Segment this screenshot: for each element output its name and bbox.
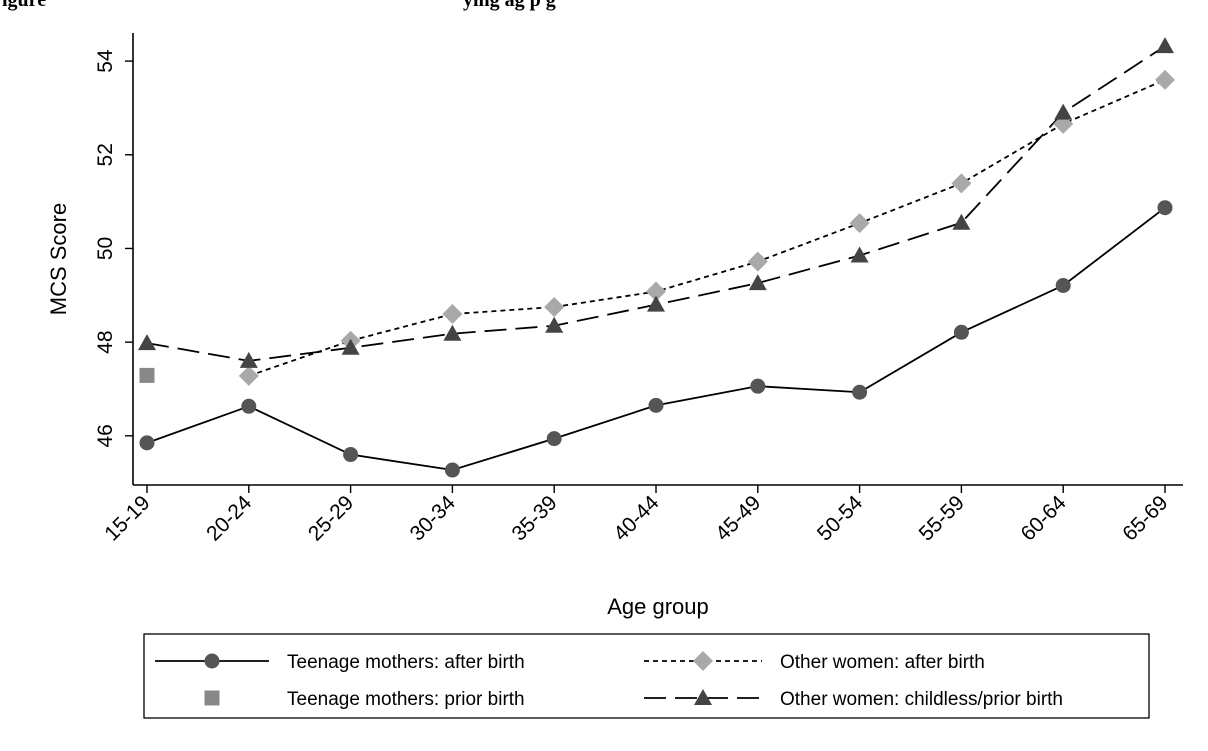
legend-label: Teenage mothers: prior birth [287, 689, 525, 710]
x-tick-label: 50-54 [813, 491, 867, 545]
data-point-series-2 [646, 281, 666, 302]
figure-title-right-fragment: ying ag p g [463, 0, 556, 11]
data-point-series-3 [952, 213, 971, 230]
legend: Teenage mothers: after birth Teenage moth… [143, 633, 1150, 719]
x-tick-label: 30-34 [406, 491, 460, 545]
data-point-series-3 [1156, 37, 1174, 54]
data-point-series-3 [138, 334, 156, 351]
y-tick-label: 50 [94, 237, 117, 260]
legend-label: Other women: after birth [780, 652, 985, 673]
x-tick-label: 15-19 [100, 491, 154, 545]
data-point-series-0 [343, 447, 359, 463]
legend-marker-key [693, 651, 713, 671]
legend-box [143, 633, 1150, 719]
data-point-series-2 [544, 297, 565, 318]
data-point-series-0 [546, 431, 562, 447]
data-point-series-0 [1055, 277, 1071, 293]
y-tick-label: 54 [94, 49, 117, 73]
data-point-series-3 [341, 338, 360, 355]
data-point-series-0 [1157, 200, 1173, 216]
series-line-2 [248, 79, 1166, 377]
data-point-series-3 [239, 351, 258, 368]
data-point-series-3 [443, 324, 462, 341]
series-line-0 [146, 206, 1166, 471]
legend-label: Teenage mothers: after birth [287, 652, 525, 673]
x-tick-label: 20-24 [202, 491, 256, 545]
data-point-series-0 [648, 397, 664, 413]
x-tick-label: 35-39 [507, 491, 561, 545]
data-point-series-2 [442, 304, 463, 325]
x-axis-title: Age group [607, 594, 709, 619]
data-point-series-0 [241, 398, 257, 414]
data-point-series-2 [951, 173, 972, 194]
data-point-series-1 [139, 367, 155, 383]
data-point-series-3 [748, 274, 767, 291]
legend-marker-key [204, 653, 220, 669]
data-point-series-3 [850, 246, 869, 263]
figure-title: igure ying ag p g [0, 0, 1208, 13]
y-axis-title: MCS Score [46, 203, 71, 315]
data-point-series-0 [852, 384, 868, 400]
y-tick-label: 52 [94, 143, 117, 166]
data-point-series-0 [953, 324, 969, 340]
y-tick-label: 46 [94, 424, 117, 447]
x-tick-label: 65-69 [1118, 491, 1172, 545]
x-tick-label: 55-59 [915, 491, 969, 545]
data-point-series-3 [1054, 103, 1073, 120]
series-markers [138, 37, 1175, 478]
data-point-series-2 [1155, 69, 1175, 90]
data-point-series-2 [849, 213, 870, 234]
x-tick-label: 25-29 [304, 491, 358, 545]
series-line-3 [146, 45, 1166, 362]
x-tick-label: 60-64 [1016, 491, 1070, 545]
data-point-series-0 [139, 435, 155, 451]
x-tick-label: 40-44 [609, 491, 663, 545]
data-point-series-3 [647, 295, 665, 312]
x-tick-label: 45-49 [711, 491, 765, 545]
legend-marker-key [204, 690, 220, 706]
data-point-series-0 [444, 462, 460, 478]
data-point-series-2 [238, 365, 259, 386]
data-point-series-3 [545, 316, 564, 333]
figure-title-left-fragment: igure [2, 0, 47, 11]
data-point-series-2 [747, 251, 768, 272]
data-point-series-0 [750, 378, 766, 394]
legend-label: Other women: childless/prior birth [780, 689, 1063, 710]
axes: 46 48 50 52 54 15-19 20-24 25-29 30-34 35-39 40-44… [94, 33, 1183, 546]
y-tick-label: 48 [94, 330, 117, 353]
legend-marker-key [694, 689, 712, 705]
